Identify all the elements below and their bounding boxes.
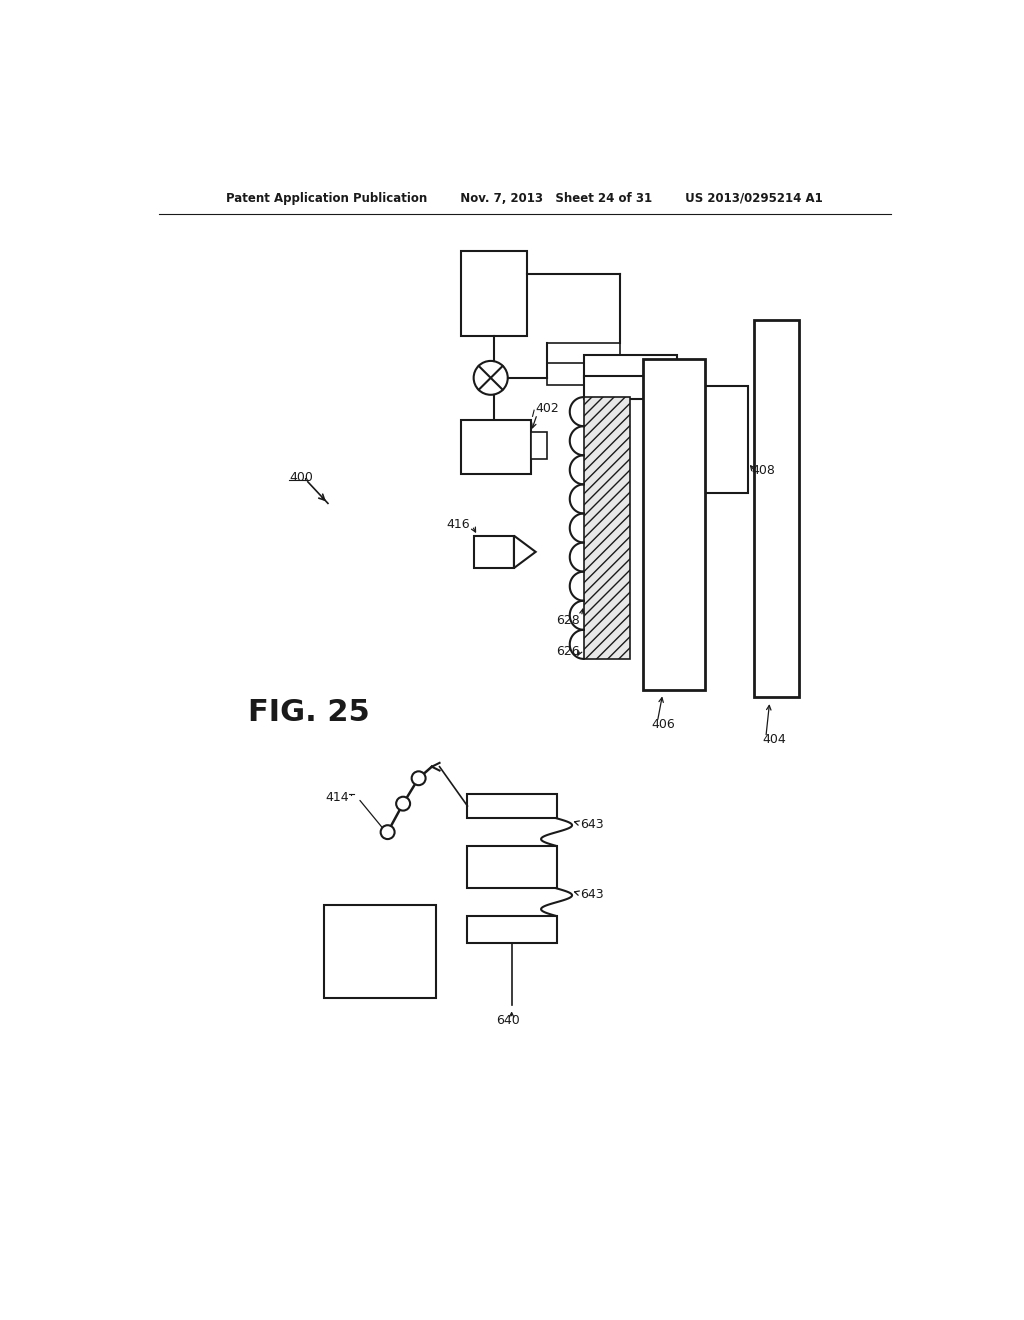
Text: FIG. 25: FIG. 25 <box>248 698 370 727</box>
Text: 643: 643 <box>580 818 603 832</box>
Circle shape <box>396 797 410 810</box>
Text: 404: 404 <box>762 733 785 746</box>
Text: 626: 626 <box>556 644 580 657</box>
Bar <box>324 906 436 998</box>
Text: 628: 628 <box>556 614 580 627</box>
Bar <box>531 432 547 459</box>
Text: 402: 402 <box>535 403 559 416</box>
Bar <box>461 251 527 335</box>
Text: Patent Application Publication        Nov. 7, 2013   Sheet 24 of 31        US 20: Patent Application Publication Nov. 7, 2… <box>226 191 823 205</box>
Bar <box>474 536 514 568</box>
Bar <box>584 397 630 659</box>
Bar <box>467 793 557 818</box>
Text: 643: 643 <box>580 888 603 902</box>
Bar <box>655 385 748 494</box>
Circle shape <box>412 771 426 785</box>
Text: 408: 408 <box>752 463 776 477</box>
Bar <box>584 355 677 378</box>
Circle shape <box>381 825 394 840</box>
Bar <box>584 376 677 400</box>
Bar <box>467 846 557 888</box>
Bar <box>755 321 799 697</box>
Text: 400: 400 <box>289 471 313 484</box>
Bar <box>643 359 706 689</box>
Bar <box>547 343 621 364</box>
Text: 406: 406 <box>651 718 675 731</box>
Text: 640: 640 <box>496 1014 519 1027</box>
Text: 416: 416 <box>446 517 470 531</box>
Bar <box>467 916 557 942</box>
Bar <box>461 420 531 474</box>
Text: 414: 414 <box>326 791 349 804</box>
Bar <box>547 363 621 385</box>
